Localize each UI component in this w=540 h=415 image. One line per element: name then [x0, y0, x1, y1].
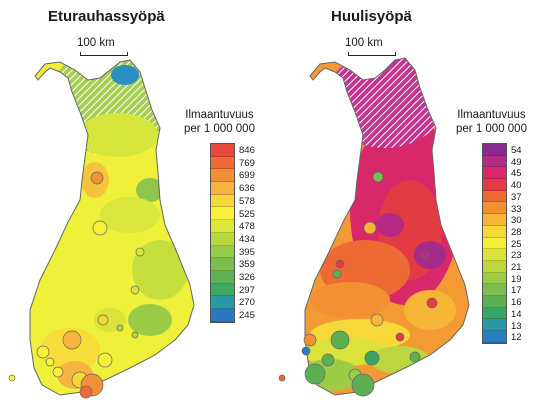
- legend-value: 25: [511, 238, 522, 250]
- legend-value: 478: [239, 221, 255, 233]
- legend-title-line2: per 1 000 000: [184, 123, 255, 135]
- map-title: Huulisyöpä: [331, 8, 412, 25]
- legend-swatch: [211, 270, 234, 284]
- scale-label: 100 km: [77, 37, 115, 49]
- legend-value: 13: [511, 320, 522, 332]
- map-panel-prostate-cancer: Eturauhassyöpä 100 km: [8, 8, 255, 399]
- legend-swatch: [483, 319, 506, 331]
- legend-value: 54: [511, 145, 522, 156]
- legend-swatch: [483, 260, 506, 273]
- legend-title-line1: Ilmaantuvuus: [457, 109, 526, 121]
- legend-swatch: [483, 155, 506, 168]
- legend-swatch: [483, 144, 506, 156]
- legend-value: 23: [511, 250, 522, 262]
- legend-title: Ilmaantuvuus per 1 000 000: [184, 108, 255, 136]
- legend-value: 434: [239, 233, 255, 245]
- legend-value: 33: [511, 203, 522, 215]
- legend-value: 297: [239, 284, 255, 296]
- legend-swatch: [211, 220, 234, 233]
- legend-value: 636: [239, 183, 255, 195]
- legend-value: 28: [511, 226, 522, 238]
- legend-value: 16: [511, 297, 522, 309]
- legend-value: 30: [511, 215, 522, 227]
- legend-value: 699: [239, 170, 255, 182]
- legend-swatch: [483, 272, 506, 285]
- legend-swatch: [211, 258, 234, 271]
- scale-label: 100 km: [345, 37, 383, 49]
- scale-bar: [80, 52, 128, 56]
- legend-swatch: [483, 331, 506, 343]
- legend-title-line2: per 1 000 000: [456, 123, 527, 135]
- legend-value: 45: [511, 168, 522, 180]
- legend-value: 14: [511, 308, 522, 320]
- legend-swatch: [211, 283, 234, 297]
- map-panel-lip-cancer: Huulisyöpä 100 km: [270, 0, 540, 415]
- legend-title: Ilmaantuvuus per 1 000 000: [456, 108, 527, 136]
- legend-value: 769: [239, 157, 255, 169]
- legend-value: 395: [239, 246, 255, 258]
- legend-swatch: [211, 156, 234, 170]
- legend-value: 359: [239, 259, 255, 271]
- legend-swatch: [483, 190, 506, 203]
- legend-value: 40: [511, 180, 522, 192]
- legend-swatch: [483, 167, 506, 180]
- legend-value: 17: [511, 285, 522, 297]
- legend-value: 846: [239, 145, 255, 156]
- legend-swatch: [211, 232, 234, 246]
- legend-swatch: [211, 144, 234, 157]
- legend-color-ramp: [482, 143, 507, 344]
- legend-swatch: [211, 182, 234, 195]
- map-title: Eturauhassyöpä: [48, 8, 165, 25]
- legend-value: 245: [239, 310, 255, 322]
- legend-swatch: [483, 214, 506, 226]
- legend-swatch: [483, 179, 506, 191]
- legend-swatch: [483, 249, 506, 261]
- legend-value: 326: [239, 272, 255, 283]
- finland-map-lip: [278, 57, 470, 397]
- legend-swatch: [483, 225, 506, 238]
- legend-swatch: [211, 194, 234, 208]
- legend-swatch: [483, 202, 506, 215]
- legend-swatch: [483, 284, 506, 296]
- legend-value: 49: [511, 156, 522, 168]
- legend-value: 19: [511, 273, 522, 285]
- legend-title-line1: Ilmaantuvuus: [185, 109, 254, 121]
- legend-swatch: [211, 169, 234, 183]
- scale-bar: [348, 52, 396, 56]
- legend-value: 37: [511, 191, 522, 203]
- finland-map-prostate: [8, 59, 195, 399]
- legend-value: 525: [239, 208, 255, 220]
- legend-value: 12: [511, 332, 522, 344]
- legend-swatch: [483, 307, 506, 320]
- legend-swatch: [211, 245, 234, 259]
- legend-swatch: [211, 207, 234, 221]
- legend-swatch: [483, 237, 506, 250]
- legend-swatch: [211, 308, 234, 322]
- legend-value: 21: [511, 262, 522, 273]
- legend-value: 578: [239, 195, 255, 207]
- legend-swatch: [211, 296, 234, 309]
- legend-color-ramp: [210, 143, 235, 323]
- legend-swatch: [483, 295, 506, 308]
- legend-value: 270: [239, 297, 255, 309]
